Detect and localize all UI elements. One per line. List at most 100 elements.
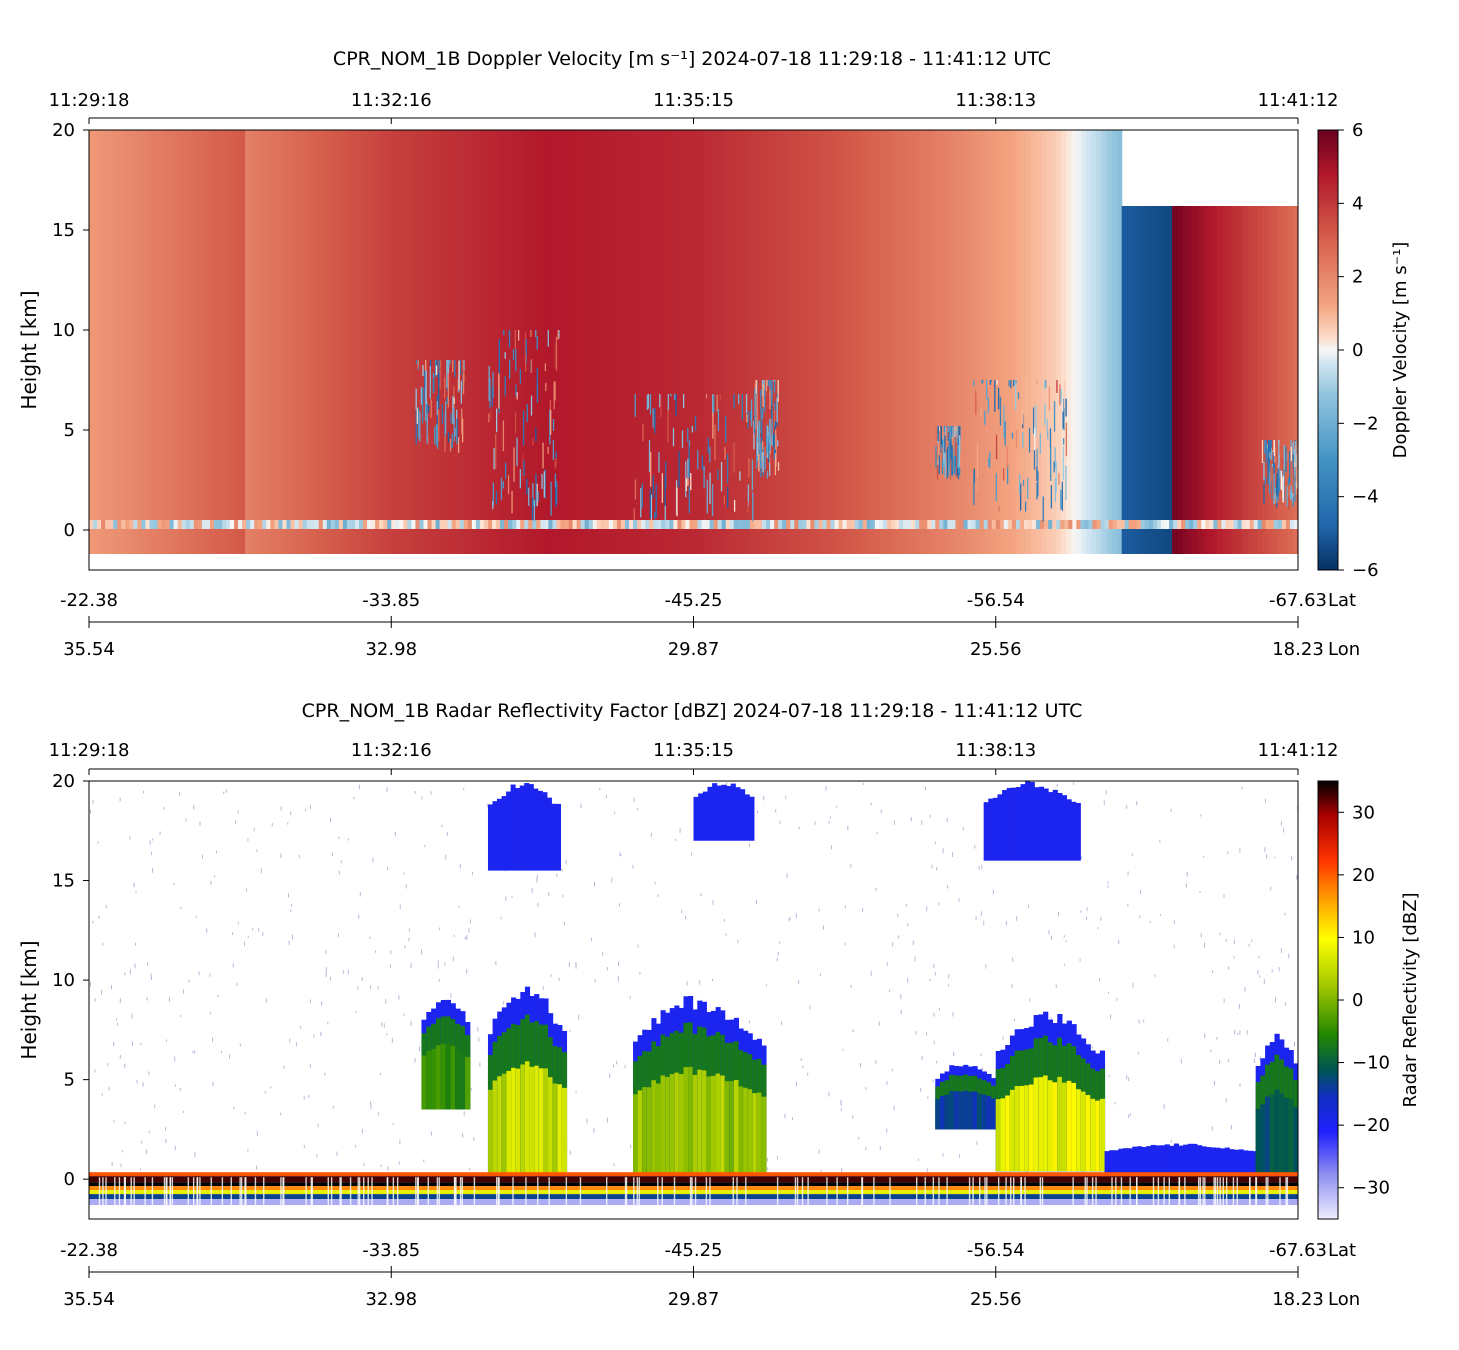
reflectivity-bin <box>1043 1075 1049 1172</box>
velocity-cloud-bin <box>459 360 461 375</box>
noise-speck <box>124 1063 126 1069</box>
reflectivity-bin <box>551 803 557 871</box>
velocity-column <box>859 130 866 554</box>
noise-speck <box>159 831 161 835</box>
noise-speck <box>1219 1059 1221 1064</box>
noise-speck <box>124 972 126 976</box>
surface-echo-gap <box>210 1177 212 1206</box>
reflectivity-bin <box>1009 1089 1016 1172</box>
surface-echo-band <box>89 1176 1298 1183</box>
noise-speck <box>195 915 197 919</box>
noise-speck <box>1200 814 1202 817</box>
noise-speck <box>295 1042 297 1047</box>
velocity-surface-bin <box>201 520 207 529</box>
reflectivity-bin <box>740 789 746 841</box>
reflectivity-bin <box>1146 1146 1152 1174</box>
velocity-cloud-bin <box>1022 479 1025 487</box>
lon-tick-label: 18.23 <box>1272 1289 1324 1310</box>
reflectivity-bin <box>983 802 989 861</box>
velocity-surface-bin <box>226 520 231 529</box>
velocity-cloud-bin <box>419 411 421 442</box>
velocity-column <box>330 130 337 554</box>
velocity-cloud-bin <box>948 445 950 476</box>
reflectivity-bin <box>1123 1148 1129 1174</box>
noise-speck <box>179 792 181 796</box>
velocity-surface-bin <box>487 520 493 529</box>
velocity-surface-bin <box>274 520 279 529</box>
velocity-surface-bin <box>1156 520 1162 529</box>
noise-speck <box>609 1073 611 1078</box>
velocity-cloud-bin <box>462 360 465 380</box>
velocity-column <box>1141 206 1148 554</box>
noise-speck <box>681 909 683 913</box>
velocity-column <box>688 130 695 554</box>
velocity-surface-bin <box>903 520 908 529</box>
velocity-column <box>1217 206 1224 554</box>
velocity-cloud-bin <box>687 478 689 487</box>
velocity-surface-bin <box>943 520 948 529</box>
noise-speck <box>424 844 426 848</box>
velocity-cloud-bin <box>769 436 771 451</box>
velocity-column <box>502 130 508 554</box>
noise-speck <box>789 917 791 921</box>
reflectivity-bin <box>1192 1143 1198 1174</box>
velocity-column <box>355 130 362 554</box>
velocity-surface-bin <box>637 520 642 529</box>
velocity-column <box>225 130 231 554</box>
velocity-column <box>874 130 881 554</box>
noise-speck <box>265 998 267 1003</box>
velocity-cloud-bin <box>1288 451 1291 484</box>
noise-speck <box>921 820 923 825</box>
velocity-cloud-bin <box>1055 461 1057 493</box>
surface-echo-gap <box>997 1177 1000 1206</box>
reflectivity-bin <box>1155 1145 1161 1174</box>
velocity-column <box>567 130 574 554</box>
noise-speck <box>386 787 388 792</box>
noise-speck <box>1233 956 1235 959</box>
velocity-surface-bin <box>1289 520 1295 529</box>
velocity-column <box>441 130 448 554</box>
velocity-cloud-bin <box>741 394 743 421</box>
velocity-surface-bin <box>1213 520 1218 529</box>
velocity-cloud-bin <box>751 459 754 491</box>
noise-speck <box>893 1105 895 1111</box>
velocity-column <box>456 130 463 554</box>
reflectivity-bin <box>1269 1094 1275 1174</box>
noise-speck <box>1271 969 1273 973</box>
reflectivity-bin <box>524 782 530 871</box>
velocity-surface-bin <box>624 520 630 529</box>
velocity-cloud-bin <box>435 423 438 446</box>
noise-speck <box>372 857 374 863</box>
velocity-surface-bin <box>701 520 707 529</box>
noise-speck <box>900 1010 902 1013</box>
noise-speck <box>537 902 539 907</box>
velocity-surface-bin <box>528 520 533 529</box>
velocity-column <box>915 130 921 554</box>
velocity-cloud-bin <box>1054 447 1056 468</box>
velocity-column <box>376 130 382 554</box>
lat-tick-label: -56.54 <box>967 590 1025 611</box>
velocity-cloud-bin <box>633 508 635 520</box>
velocity-column <box>1015 130 1022 554</box>
noise-speck <box>146 997 148 1001</box>
velocity-surface-bin <box>745 520 751 529</box>
velocity-surface-bin <box>1104 520 1110 529</box>
noise-speck <box>1248 943 1250 947</box>
velocity-column <box>1071 130 1077 554</box>
velocity-cloud-bin <box>660 398 662 418</box>
velocity-surface-bin <box>999 520 1005 529</box>
reflectivity-bin <box>1024 1085 1030 1172</box>
reflectivity-bin <box>688 1066 694 1174</box>
velocity-column <box>829 130 836 554</box>
reflectivity-plot-frame <box>88 780 1299 1220</box>
reflectivity-colorbar <box>1317 780 1339 1220</box>
noise-speck <box>1012 957 1014 962</box>
surface-echo-gap <box>1213 1177 1215 1206</box>
velocity-surface-bin <box>1261 520 1267 529</box>
surface-echo-gap <box>1024 1177 1026 1206</box>
velocity-surface-bin <box>983 520 989 529</box>
velocity-cloud-bin <box>489 378 491 409</box>
colorbar-tick-label: −6 <box>1352 560 1379 581</box>
noise-speck <box>936 1061 938 1064</box>
noise-speck <box>756 810 758 814</box>
